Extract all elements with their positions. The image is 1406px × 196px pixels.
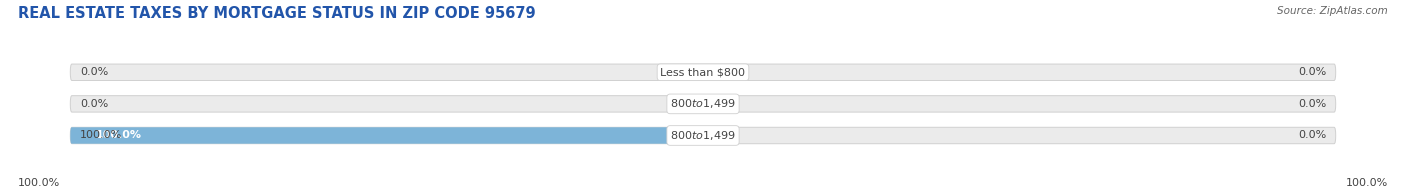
Text: 100.0%: 100.0% bbox=[96, 131, 142, 141]
Text: 0.0%: 0.0% bbox=[80, 99, 108, 109]
Text: Source: ZipAtlas.com: Source: ZipAtlas.com bbox=[1277, 6, 1388, 16]
Text: REAL ESTATE TAXES BY MORTGAGE STATUS IN ZIP CODE 95679: REAL ESTATE TAXES BY MORTGAGE STATUS IN … bbox=[18, 6, 536, 21]
FancyBboxPatch shape bbox=[70, 127, 703, 144]
FancyBboxPatch shape bbox=[70, 64, 1336, 81]
FancyBboxPatch shape bbox=[70, 127, 1336, 144]
Text: 100.0%: 100.0% bbox=[1346, 178, 1388, 188]
FancyBboxPatch shape bbox=[70, 96, 1336, 112]
Text: $800 to $1,499: $800 to $1,499 bbox=[671, 129, 735, 142]
Text: Less than $800: Less than $800 bbox=[661, 67, 745, 77]
Text: 0.0%: 0.0% bbox=[80, 67, 108, 77]
Text: 0.0%: 0.0% bbox=[1298, 99, 1326, 109]
Text: 100.0%: 100.0% bbox=[18, 178, 60, 188]
Text: $800 to $1,499: $800 to $1,499 bbox=[671, 97, 735, 110]
Text: 100.0%: 100.0% bbox=[80, 131, 122, 141]
Text: 0.0%: 0.0% bbox=[1298, 67, 1326, 77]
Text: 0.0%: 0.0% bbox=[1298, 131, 1326, 141]
